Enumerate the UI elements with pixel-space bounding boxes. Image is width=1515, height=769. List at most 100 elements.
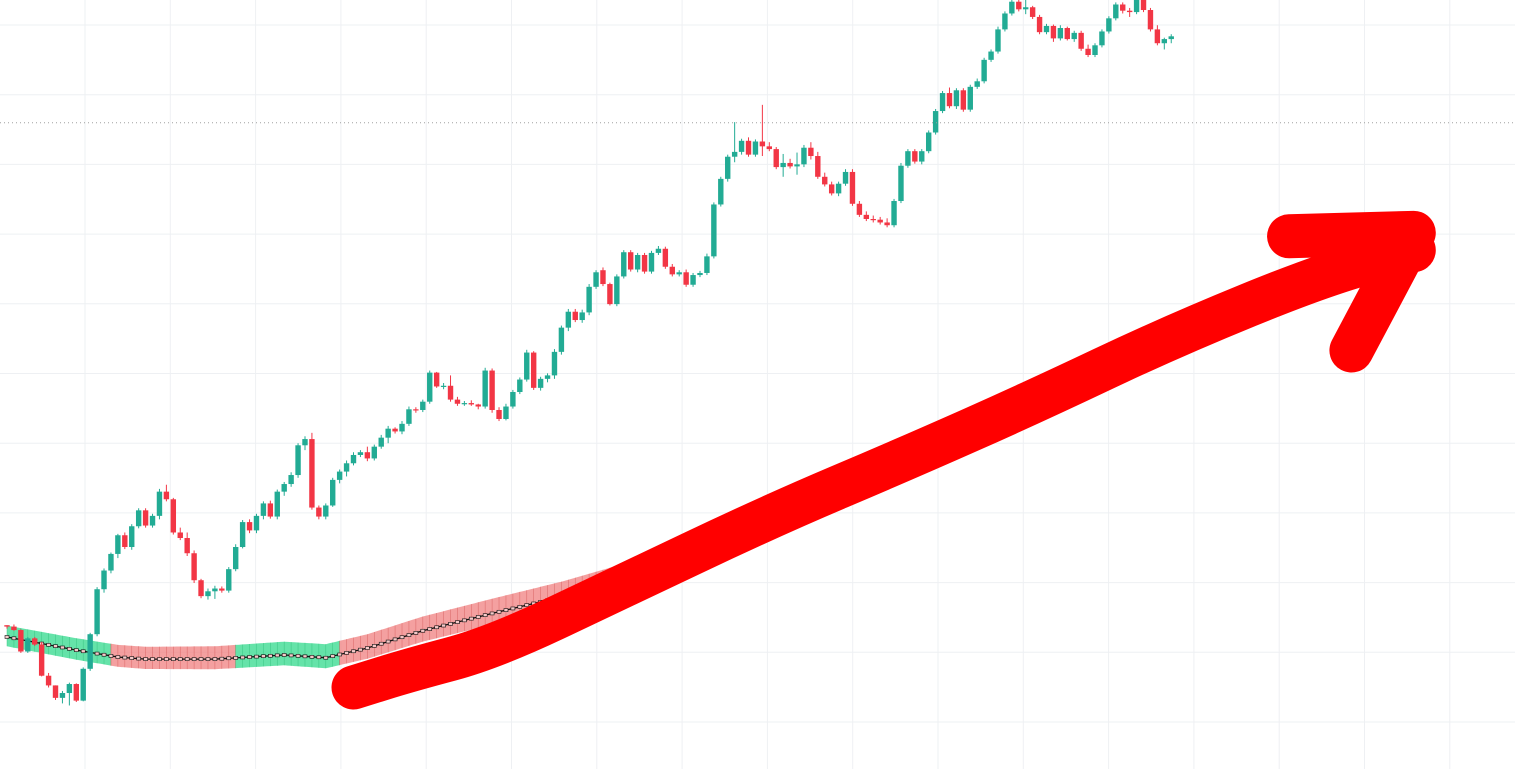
moving-average-marker xyxy=(365,646,370,650)
candle-body xyxy=(149,515,156,526)
candle-body xyxy=(1002,13,1008,30)
candle-body xyxy=(634,254,641,270)
candle-body xyxy=(808,147,814,157)
candle-body xyxy=(101,570,107,590)
moving-average-marker xyxy=(219,656,225,661)
moving-average-marker xyxy=(455,620,460,624)
candle-body xyxy=(731,151,738,157)
candle-body xyxy=(1147,10,1154,30)
candle-body xyxy=(801,147,807,165)
candle-body xyxy=(205,591,211,597)
candle-body xyxy=(967,86,973,110)
candle-body xyxy=(1133,0,1140,13)
candle-body xyxy=(129,526,135,548)
moving-average-marker xyxy=(274,653,280,658)
candle-body xyxy=(856,203,863,215)
candle-body xyxy=(420,401,426,410)
candle-body xyxy=(932,111,939,133)
candle-body xyxy=(655,248,662,253)
candle-body xyxy=(822,176,828,185)
candle-body xyxy=(621,252,627,277)
moving-average-marker xyxy=(489,611,495,616)
candle-body xyxy=(648,252,655,272)
moving-average-marker xyxy=(164,657,169,661)
moving-average-marker xyxy=(316,655,322,660)
candle-body xyxy=(38,644,45,676)
moving-average-marker xyxy=(4,635,10,639)
moving-average-marker xyxy=(351,649,356,654)
moving-average-marker xyxy=(67,647,72,651)
candle-body xyxy=(641,254,648,272)
moving-average-marker xyxy=(80,649,86,654)
moving-average-marker xyxy=(254,654,259,659)
candle-body xyxy=(1078,32,1084,49)
trend-arrow-annotation xyxy=(331,210,1436,710)
moving-average-marker xyxy=(482,613,488,617)
candle-body xyxy=(87,634,93,669)
candle-body xyxy=(579,312,585,321)
candle-body xyxy=(1029,7,1036,17)
candle-body xyxy=(461,403,468,405)
candle-body xyxy=(343,463,350,472)
candle-body xyxy=(350,454,357,464)
candle-body xyxy=(433,372,440,387)
candle-body xyxy=(330,479,336,506)
candle-body xyxy=(725,156,731,179)
candle-body xyxy=(558,327,565,352)
candle-body xyxy=(295,445,301,476)
candle-body xyxy=(912,151,918,162)
candle-body xyxy=(378,437,384,447)
candle-body xyxy=(766,146,772,150)
candle-body xyxy=(25,638,31,652)
candle-body xyxy=(787,162,793,167)
moving-average-marker xyxy=(427,627,433,631)
candle-body xyxy=(1161,39,1168,44)
moving-average-marker xyxy=(11,636,17,641)
candle-body xyxy=(815,156,821,177)
candle-body xyxy=(544,375,551,379)
candle-body xyxy=(1106,18,1112,32)
candle-body xyxy=(828,184,835,194)
candle-body xyxy=(32,638,38,645)
moving-average-marker xyxy=(448,622,453,626)
candle-body xyxy=(745,140,752,155)
candle-body xyxy=(530,352,537,388)
candle-body xyxy=(551,351,558,376)
candle-body xyxy=(752,141,759,155)
candle-body xyxy=(1050,25,1057,39)
moving-average-marker xyxy=(53,644,58,648)
moving-average-marker xyxy=(399,635,405,640)
candle-body xyxy=(711,204,717,257)
candle-body xyxy=(780,162,786,168)
candle-body xyxy=(960,90,967,110)
candle-body xyxy=(870,219,876,221)
candle-body xyxy=(4,625,10,627)
moving-average-marker xyxy=(233,656,238,660)
moving-average-marker xyxy=(184,657,190,661)
candle-body xyxy=(842,171,849,184)
moving-average-marker xyxy=(406,633,412,637)
candle-body xyxy=(884,222,890,226)
candle-body xyxy=(1064,28,1070,40)
candle-body xyxy=(219,588,225,591)
moving-average-marker xyxy=(510,606,516,611)
candle-body xyxy=(302,439,308,446)
candle-body xyxy=(45,675,52,686)
arrow-head xyxy=(1267,210,1436,373)
candle-body xyxy=(232,547,239,570)
candle-body xyxy=(496,409,502,419)
candle-body xyxy=(52,685,59,698)
candle-body xyxy=(454,399,461,404)
candle-body xyxy=(115,535,121,554)
candle-body xyxy=(191,553,197,581)
candle-body xyxy=(198,580,204,597)
candle-body xyxy=(981,59,987,82)
candle-body xyxy=(1099,31,1105,46)
candle-body xyxy=(773,149,779,168)
candle-body xyxy=(718,178,724,205)
candle-body xyxy=(170,499,177,533)
moving-average-marker xyxy=(302,654,308,659)
candle-body xyxy=(212,588,218,592)
moving-average-marker xyxy=(330,654,336,658)
